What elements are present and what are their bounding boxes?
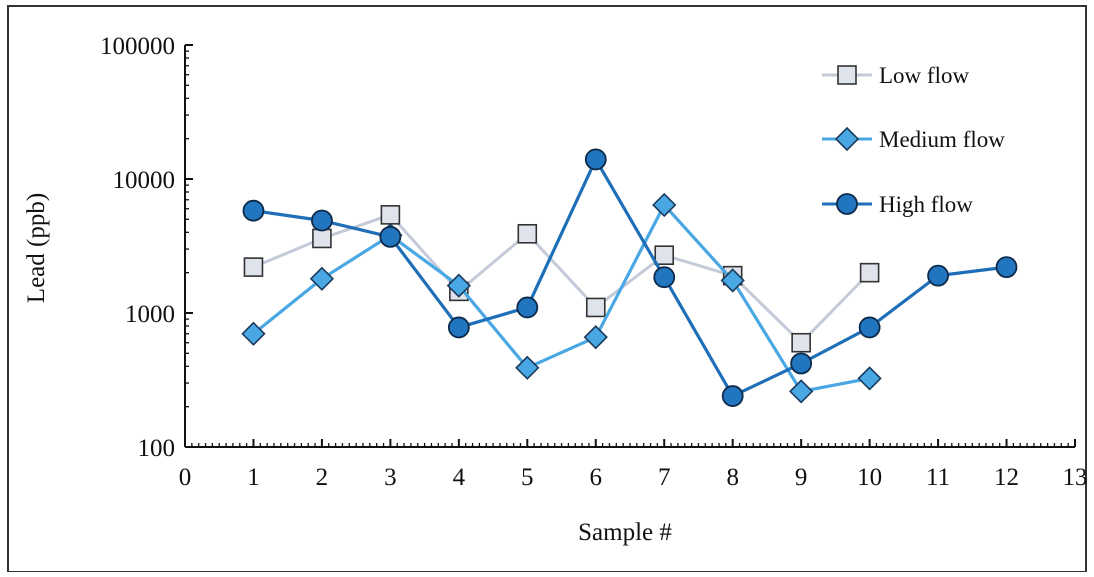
data-point-high-flow [584, 148, 607, 171]
x-tick-label: 6 [590, 464, 603, 491]
data-point-high-flow [858, 316, 881, 339]
series-line-low-flow [252, 213, 871, 345]
x-tick-label: 7 [658, 464, 671, 491]
x-tick-label: 13 [1063, 464, 1088, 491]
data-point-medium-flow [583, 325, 608, 350]
data-point-high-flow [653, 266, 676, 289]
data-point-medium-flow [241, 321, 266, 346]
x-tick-label: 10 [857, 464, 882, 491]
y-tick-label: 1000 [125, 301, 175, 328]
data-point-high-flow [242, 199, 265, 222]
x-tick-label: 2 [316, 464, 329, 491]
legend-label-low-flow: Low flow [879, 63, 969, 88]
legend-label-medium-flow: Medium flow [879, 127, 1005, 152]
data-point-high-flow [927, 264, 949, 287]
legend-entry-high-flow: High flow [822, 192, 973, 217]
series [241, 148, 1018, 407]
legend: Low flow Medium flow High flow [822, 63, 1005, 217]
x-tick-label: 1 [247, 464, 260, 491]
series-high-flow [242, 148, 1018, 407]
legend-marker-high-flow [836, 193, 858, 215]
data-point-low-flow [585, 297, 606, 318]
series-line-high-flow [253, 157, 1007, 398]
data-point-low-flow [312, 228, 332, 249]
data-point-high-flow [379, 225, 402, 248]
data-point-medium-flow [789, 379, 814, 404]
y-tick-label: 10000 [113, 167, 176, 194]
series-low-flow [243, 205, 880, 353]
x-tick-label: 9 [795, 464, 808, 491]
data-point-medium-flow [446, 273, 471, 298]
data-point-low-flow [517, 223, 538, 244]
outer-border [7, 5, 1087, 573]
data-point-low-flow [859, 262, 880, 283]
data-point-low-flow [654, 245, 675, 265]
legend-marker-low-flow [837, 65, 857, 85]
data-point-high-flow [995, 256, 1018, 279]
x-axis-label: Sample # [578, 519, 672, 546]
x-tick-label: 5 [521, 464, 534, 491]
x-tick-label: 11 [926, 464, 950, 491]
data-point-low-flow [791, 332, 811, 353]
data-point-high-flow [790, 352, 813, 375]
data-point-high-flow [721, 385, 744, 407]
y-tick-label: 100 [138, 435, 176, 462]
data-point-medium-flow [652, 192, 677, 218]
x-tick-label: 4 [453, 464, 466, 491]
y-tick-label: 100000 [100, 33, 175, 60]
data-point-high-flow [311, 209, 333, 232]
x-tick-label: 12 [994, 464, 1019, 491]
data-point-high-flow [447, 316, 470, 339]
data-point-medium-flow [720, 268, 745, 293]
data-point-high-flow [516, 296, 539, 319]
data-point-low-flow [243, 257, 264, 277]
legend-marker-medium-flow [834, 126, 860, 152]
x-tick-label: 0 [179, 464, 192, 491]
y-axis-label: Lead (ppb) [23, 193, 50, 303]
series-medium-flow [241, 192, 882, 404]
series-line-medium-flow [252, 203, 870, 393]
x-tick-label: 8 [726, 464, 739, 491]
data-point-medium-flow [515, 355, 540, 380]
legend-entry-low-flow: Low flow [822, 63, 969, 88]
legend-entry-medium-flow: Medium flow [822, 126, 1005, 152]
data-point-medium-flow [309, 266, 335, 291]
x-tick-label: 3 [384, 464, 397, 491]
legend-label-high-flow: High flow [879, 192, 973, 217]
data-point-medium-flow [857, 366, 882, 391]
data-point-low-flow [380, 205, 401, 225]
